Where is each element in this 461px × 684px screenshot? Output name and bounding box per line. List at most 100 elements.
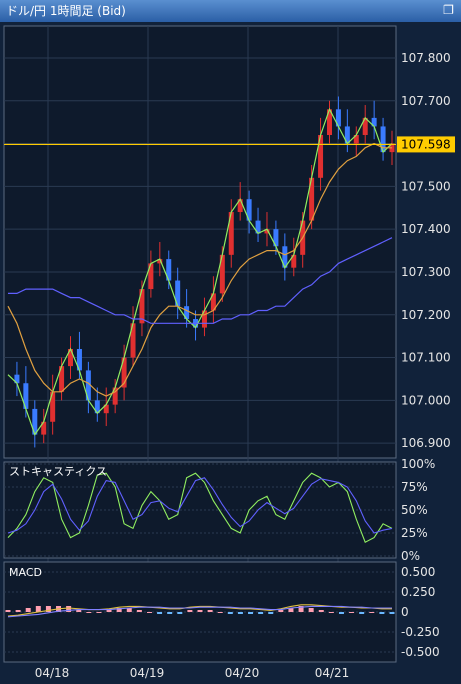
macd-histogram-bar bbox=[389, 612, 395, 614]
stochastic-tick-label: 75% bbox=[401, 480, 428, 494]
macd-histogram-bar bbox=[146, 612, 152, 613]
macd-histogram-bar bbox=[207, 610, 213, 612]
stochastic-tick-label: 100% bbox=[401, 457, 435, 471]
macd-axis: 0.500 0.250 0 -0.250 -0.500 bbox=[401, 565, 440, 659]
macd-histogram-bar bbox=[86, 612, 92, 613]
candle-body bbox=[273, 229, 279, 247]
candle-body bbox=[371, 117, 377, 127]
candle-body bbox=[148, 263, 154, 290]
macd-histogram-bar bbox=[76, 610, 82, 612]
macd-histogram-bar bbox=[45, 606, 51, 612]
macd-histogram-bar bbox=[96, 612, 102, 613]
stochastic-tick-label: 0% bbox=[401, 549, 420, 563]
price-tick-label: 107.800 bbox=[401, 51, 451, 65]
price-tick-label: 107.200 bbox=[401, 308, 451, 322]
candle-body bbox=[326, 109, 332, 135]
macd-histogram-bar bbox=[328, 612, 334, 613]
candle-body bbox=[362, 117, 368, 135]
candle-body bbox=[157, 259, 163, 264]
macd-histogram-bar bbox=[349, 612, 355, 613]
time-tick-label: 04/21 bbox=[315, 666, 350, 680]
candle-body bbox=[32, 408, 38, 435]
macd-tick-label: -0.500 bbox=[401, 645, 440, 659]
stochastic-lines bbox=[7, 472, 393, 543]
macd-histogram-bar bbox=[248, 612, 254, 614]
restore-window-icon[interactable]: ❐ bbox=[443, 3, 454, 17]
macd-histogram-bar bbox=[126, 608, 132, 612]
candle-body bbox=[282, 246, 288, 268]
price-tick-label: 107.000 bbox=[401, 393, 451, 407]
stochastic-tick-label: 25% bbox=[401, 526, 428, 540]
candle-body bbox=[23, 383, 29, 409]
candle-body bbox=[68, 349, 74, 367]
stochastic-tick-label: 50% bbox=[401, 503, 428, 517]
macd-histogram-bar bbox=[217, 612, 223, 613]
price-axis: 107.800107.700107.600107.500107.400107.3… bbox=[401, 51, 451, 450]
macd-histogram-bar bbox=[15, 610, 21, 612]
candle-body bbox=[103, 404, 109, 414]
candle-body bbox=[94, 400, 100, 414]
moving-average-line bbox=[7, 142, 392, 397]
macd-histogram-bar bbox=[66, 606, 72, 612]
macd-histogram-bar bbox=[318, 610, 324, 612]
macd-histogram-bar bbox=[106, 610, 112, 612]
macd-histogram-bar bbox=[308, 608, 314, 612]
time-tick-label: 04/19 bbox=[130, 666, 165, 680]
macd-histogram-bar bbox=[379, 612, 385, 614]
candle-body bbox=[291, 254, 297, 268]
current-price-label: 107.598 bbox=[401, 137, 451, 151]
candle-body bbox=[59, 366, 65, 392]
candle-body bbox=[335, 109, 341, 127]
window-title: ドル/円 1時間足 (Bid) bbox=[6, 4, 126, 18]
candle-body bbox=[139, 289, 145, 324]
candle-body bbox=[246, 199, 252, 221]
moving-average-line bbox=[7, 107, 393, 436]
candle-body bbox=[255, 220, 261, 234]
macd-histogram-bar bbox=[359, 612, 365, 614]
macd-histogram-bar bbox=[278, 610, 284, 612]
macd-histogram-bar bbox=[116, 608, 122, 612]
price-moving-averages bbox=[7, 107, 393, 436]
macd-title: MACD bbox=[9, 566, 42, 579]
macd-lines bbox=[7, 604, 392, 618]
candle-body bbox=[41, 421, 47, 435]
candle-body bbox=[228, 212, 234, 255]
price-tick-label: 107.400 bbox=[401, 222, 451, 236]
candle-body bbox=[353, 135, 359, 144]
candle-body bbox=[175, 280, 181, 307]
candle-body bbox=[112, 387, 118, 405]
stochastic-grid bbox=[4, 463, 396, 557]
candle-body bbox=[184, 306, 190, 320]
candle-body bbox=[344, 126, 350, 144]
candle-body bbox=[166, 259, 172, 281]
candle-body bbox=[318, 135, 324, 178]
price-tick-label: 106.900 bbox=[401, 436, 451, 450]
stochastic-line bbox=[7, 477, 393, 534]
stochastic-axis: 100% 75% 50% 25% 0% bbox=[401, 457, 435, 563]
price-candles bbox=[14, 96, 395, 448]
macd-histogram-bar bbox=[35, 606, 41, 612]
macd-histogram-bar bbox=[369, 612, 375, 613]
price-tick-label: 107.100 bbox=[401, 351, 451, 365]
candle-body bbox=[50, 391, 56, 422]
macd-histogram-bar bbox=[298, 606, 304, 612]
candle-body bbox=[219, 254, 225, 294]
moving-average-line bbox=[8, 237, 393, 324]
title-bar[interactable]: ドル/円 1時間足 (Bid) ❐ bbox=[0, 0, 461, 22]
price-tick-label: 107.300 bbox=[401, 265, 451, 279]
macd-histogram-bar bbox=[157, 612, 163, 614]
chart-canvas[interactable]: 107.800107.700107.600107.500107.400107.3… bbox=[0, 22, 461, 684]
macd-tick-label: 0.500 bbox=[401, 565, 435, 579]
price-panel[interactable] bbox=[3, 25, 397, 459]
macd-histogram-bar bbox=[136, 610, 142, 612]
time-tick-label: 04/18 bbox=[35, 666, 70, 680]
candle-body bbox=[309, 177, 315, 221]
macd-tick-label: 0.250 bbox=[401, 585, 435, 599]
candle-body bbox=[14, 374, 20, 384]
stochastic-line bbox=[7, 472, 393, 543]
macd-histogram-bar bbox=[177, 612, 183, 614]
candle-body bbox=[85, 370, 91, 401]
macd-histogram-bar bbox=[338, 612, 344, 614]
candle-body bbox=[121, 357, 127, 388]
candle-body bbox=[210, 293, 216, 311]
